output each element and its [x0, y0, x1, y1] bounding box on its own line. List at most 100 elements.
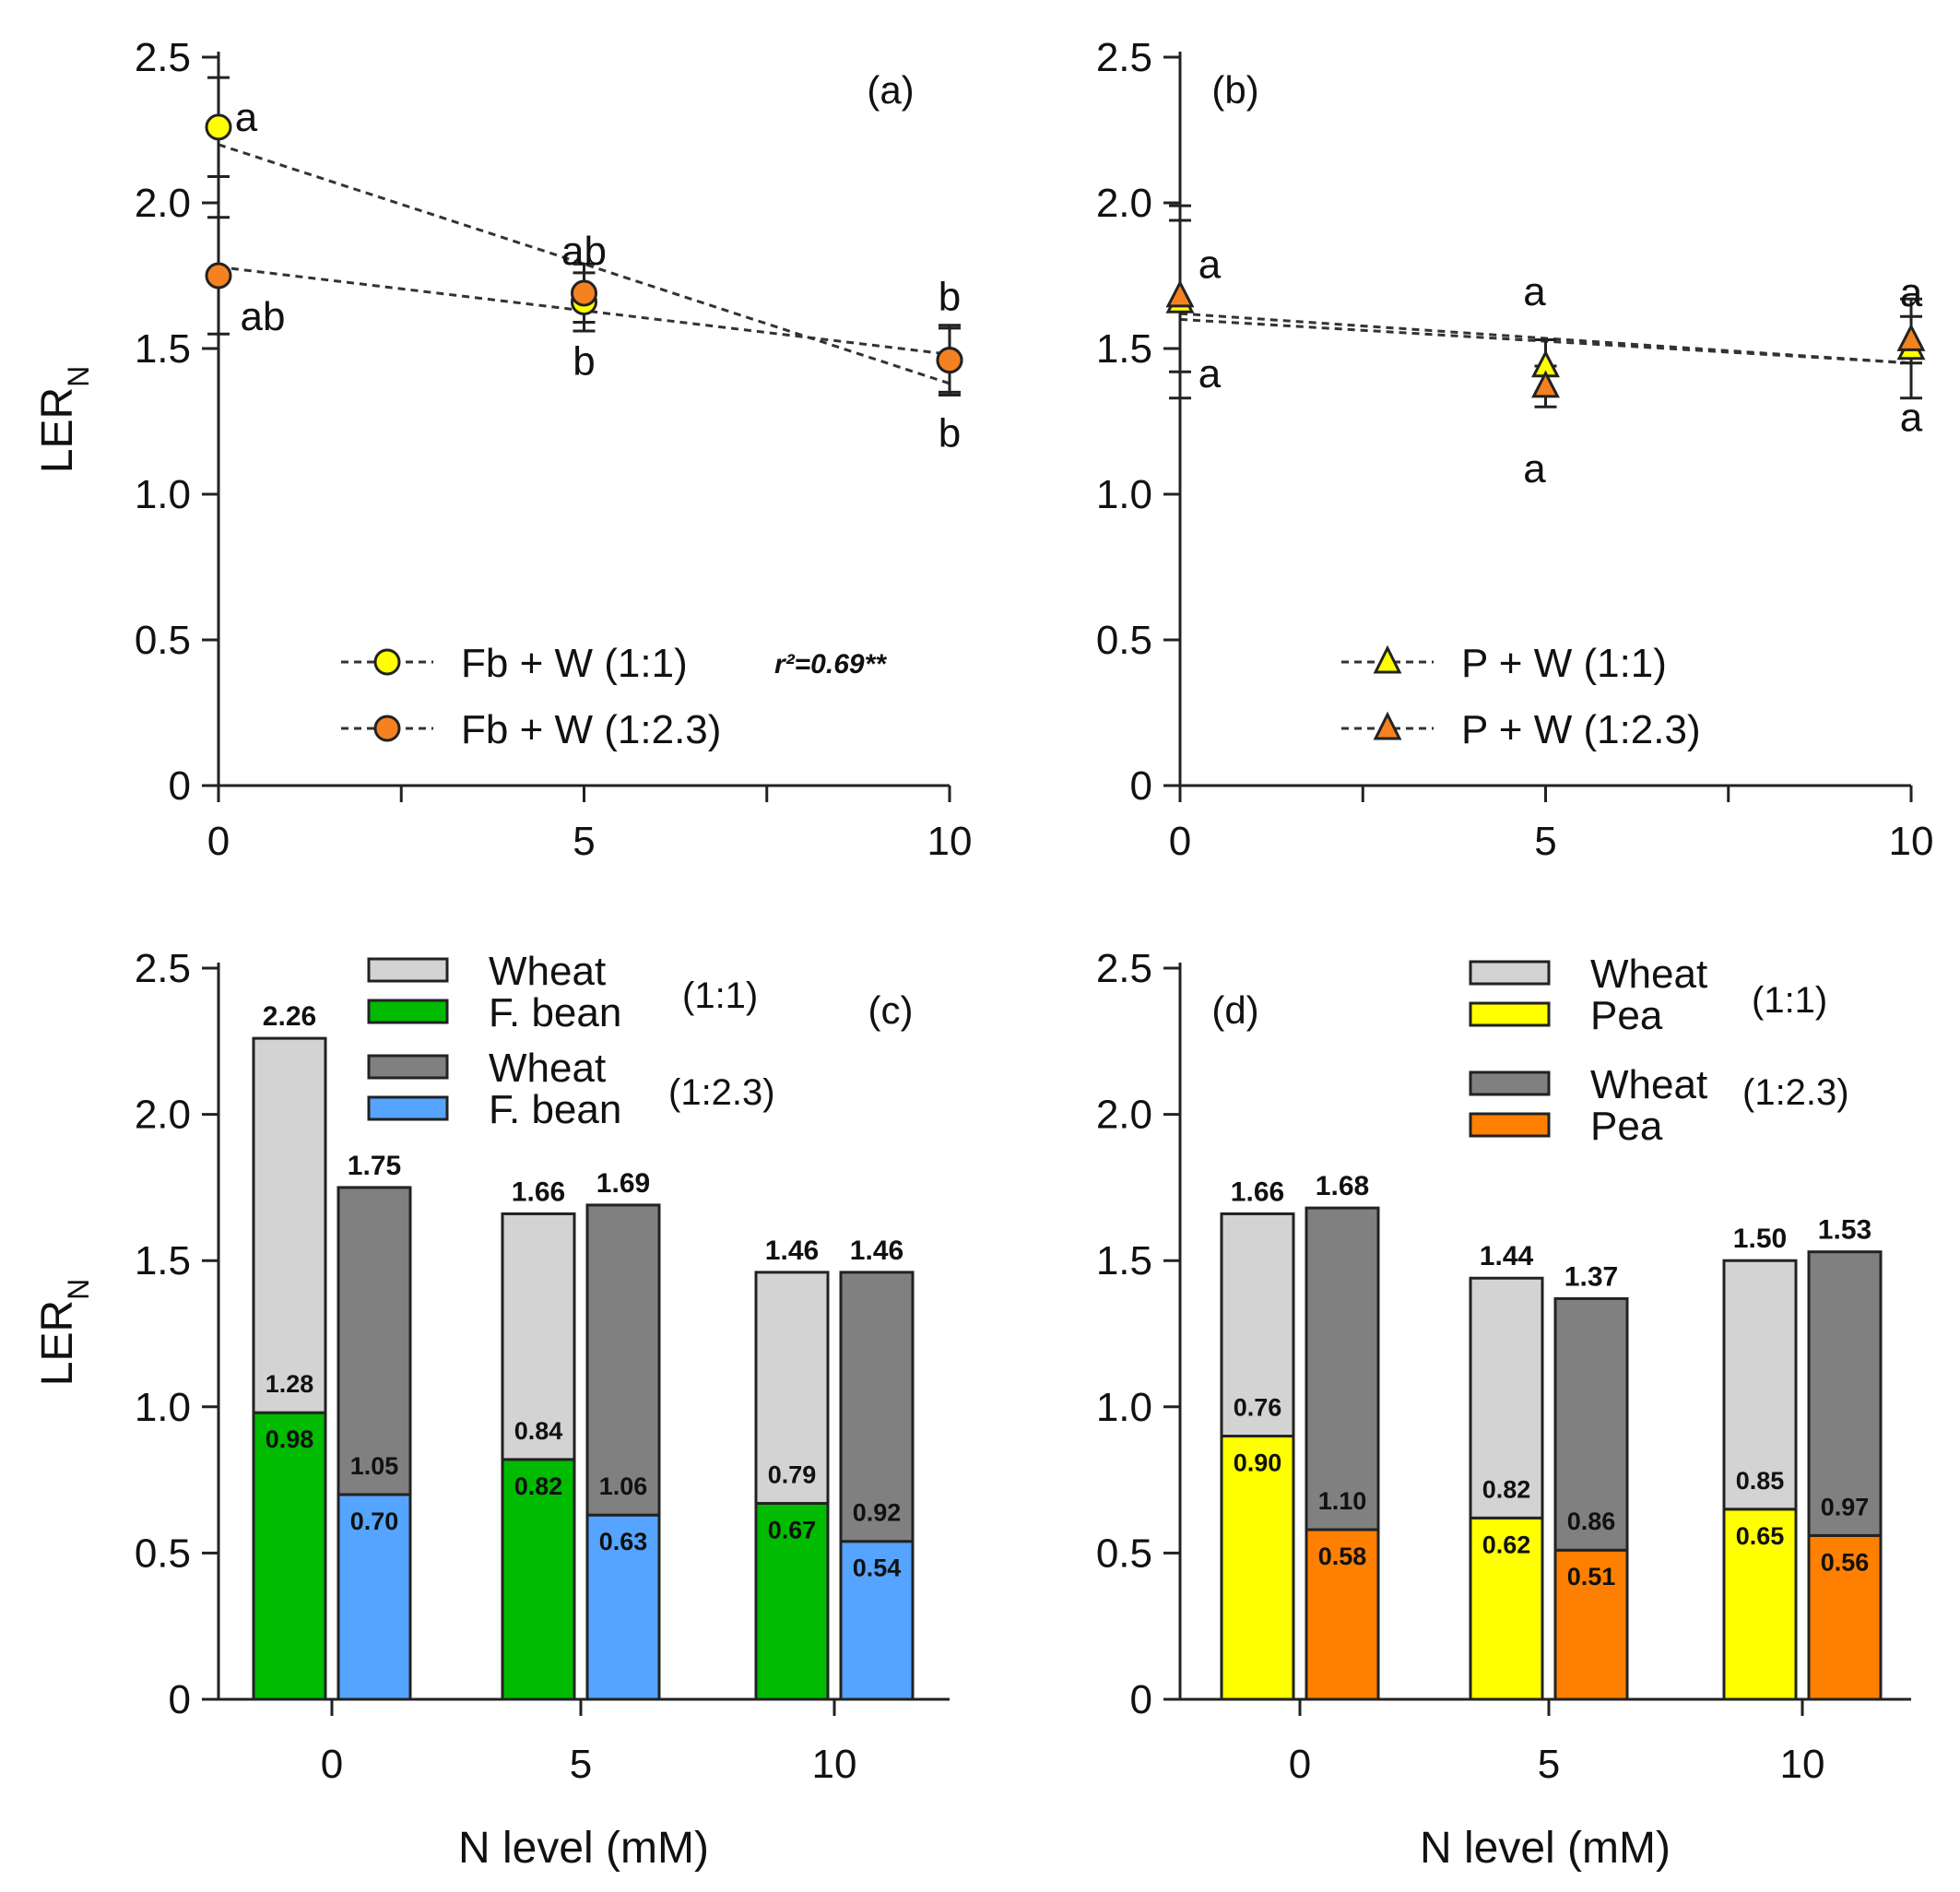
y-axis-label-subscript: N: [62, 1279, 95, 1300]
y-axis-label-main: LER: [33, 387, 82, 473]
bar-value-wheat: 1.10: [1318, 1487, 1367, 1515]
y-axis-label-subscript: N: [62, 366, 95, 387]
bar-segment-wheat-(1:2.3): [337, 1186, 412, 1496]
bar-value-wheat: 0.86: [1567, 1508, 1616, 1535]
bar-value-wheat: 0.79: [768, 1460, 817, 1488]
point-Fb + W (1:2.3): [571, 279, 597, 307]
legend-label: P + W (1:2.3): [1461, 707, 1701, 752]
panel-b: 0 0.5 1.0 1.5 2.0 2.5 0 5 10 (b) a a a a a a P + W (1:1)…: [1096, 35, 1934, 864]
bar-total-label: 1.53: [1818, 1215, 1871, 1246]
bar-value-wheat: 0.92: [853, 1499, 902, 1527]
bar-value-wheat: 0.84: [514, 1417, 563, 1445]
bar-segment-Pea-(1:2.3): [1553, 1548, 1629, 1701]
bar-segment-F. bean-(1:1): [754, 1501, 830, 1701]
bar-value-legume: 0.58: [1318, 1543, 1367, 1570]
legend-label: F. bean: [489, 1087, 621, 1132]
significance-letter: ab: [241, 294, 286, 339]
bar-total-label: 1.37: [1564, 1261, 1618, 1292]
legend-label: Wheat: [1590, 1062, 1707, 1107]
bar-value-legume: 0.54: [853, 1555, 902, 1582]
legend-label: Wheat: [489, 1046, 606, 1091]
y-tick-label: 2.5: [135, 35, 191, 80]
bar-value-legume: 0.63: [599, 1528, 648, 1555]
y-tick-label: 2.5: [135, 946, 191, 991]
bar-value-legume: 0.70: [350, 1508, 399, 1535]
x-tick-label: 0: [1169, 819, 1191, 864]
y-tick-label: 1.5: [1096, 326, 1152, 372]
x-tick-label: 0: [207, 819, 230, 864]
bar-segment-F. bean-(1:1): [252, 1411, 327, 1701]
bar-value-legume: 0.67: [768, 1516, 817, 1543]
bar-value-legume: 0.51: [1567, 1563, 1616, 1590]
significance-letter: a: [235, 95, 258, 140]
legend-ratio: (1:2.3): [1742, 1072, 1849, 1113]
legend-marker: [1373, 644, 1402, 674]
y-tick-label: 2.0: [1096, 181, 1152, 226]
legend-ratio: (1:2.3): [668, 1072, 775, 1113]
bar-total-label: 1.44: [1480, 1241, 1534, 1271]
legend-ratio: (1:1): [1752, 980, 1827, 1021]
x-tick-label: 0: [321, 1742, 343, 1787]
bar-total-label: 1.46: [765, 1236, 819, 1266]
bar-total-label: 1.46: [850, 1236, 903, 1266]
point-Fb + W (1:2.3): [205, 262, 232, 290]
bar-value-legume: 0.56: [1821, 1548, 1870, 1576]
significance-letter: a: [1523, 269, 1546, 314]
bar-value-legume: 0.62: [1482, 1531, 1531, 1558]
y-tick-label: 0: [169, 763, 191, 809]
point-Fb + W (1:1): [205, 113, 232, 141]
x-axis-label-c: N level (mM): [458, 1824, 709, 1873]
significance-letter: a: [1900, 270, 1923, 315]
y-tick-label: 1.5: [135, 326, 191, 372]
legend-marker: [373, 648, 401, 676]
bar-total-label: 1.66: [512, 1177, 565, 1207]
bar-value-legume: 0.65: [1736, 1522, 1785, 1550]
significance-letter: ab: [561, 229, 607, 274]
legend-swatch: [1469, 1070, 1551, 1096]
legend-swatch: [1469, 1112, 1551, 1138]
bar-value-wheat: 1.05: [350, 1452, 399, 1480]
legend-swatch: [367, 1054, 449, 1080]
y-tick-label: 2.5: [1096, 35, 1152, 80]
bar-segment-wheat-(1:1): [754, 1271, 830, 1505]
y-tick-label: 1.0: [135, 472, 191, 517]
legend-swatch: [367, 957, 449, 983]
point-P + W (1:2.3): [1531, 370, 1560, 398]
bar-total-label: 2.26: [263, 1001, 316, 1032]
bar-segment-F. bean-(1:1): [501, 1458, 576, 1701]
x-tick-label: 10: [1780, 1742, 1825, 1787]
y-tick-label: 0.5: [1096, 1531, 1152, 1576]
point-Fb + W (1:2.3): [936, 347, 963, 374]
bar-value-wheat: 0.85: [1736, 1467, 1785, 1495]
legend-marker: [373, 715, 401, 742]
y-tick-label: 2.5: [1096, 946, 1152, 991]
legend-label: Wheat: [1590, 952, 1707, 997]
legend-label: Pea: [1590, 993, 1663, 1038]
x-tick-label: 5: [1538, 1742, 1560, 1787]
significance-letter: a: [1198, 351, 1222, 396]
y-tick-label: 2.0: [135, 181, 191, 226]
bar-segment-wheat-(1:1): [501, 1212, 576, 1461]
x-tick-label: 5: [1534, 819, 1556, 864]
legend-label: P + W (1:1): [1461, 641, 1667, 686]
bar-segment-Pea-(1:1): [1469, 1516, 1544, 1701]
common-labels: LERN LERN N level (mM) N level (mM): [33, 366, 1671, 1873]
y-axis-label-top: LERN: [33, 366, 95, 473]
legend-label: Fb + W (1:1): [461, 641, 688, 686]
bar-value-wheat: 1.28: [266, 1370, 314, 1398]
x-axis-label-d: N level (mM): [1420, 1824, 1671, 1873]
bar-segment-wheat-(1:2.3): [585, 1203, 661, 1517]
x-tick-label: 10: [927, 819, 973, 864]
bar-segment-wheat-(1:1): [1722, 1259, 1798, 1511]
bar-segment-wheat-(1:1): [252, 1036, 327, 1414]
bar-segment-Pea-(1:2.3): [1305, 1528, 1380, 1701]
panel-label: (a): [867, 68, 914, 112]
y-tick-label: 1.0: [1096, 1385, 1152, 1430]
bar-segment-Pea-(1:1): [1722, 1508, 1798, 1701]
bar-segment-F. bean-(1:2.3): [337, 1493, 412, 1701]
significance-letter: a: [1900, 396, 1923, 441]
y-tick-label: 0: [1130, 763, 1152, 809]
x-tick-label: 5: [573, 819, 595, 864]
panel-label: (d): [1211, 988, 1258, 1032]
